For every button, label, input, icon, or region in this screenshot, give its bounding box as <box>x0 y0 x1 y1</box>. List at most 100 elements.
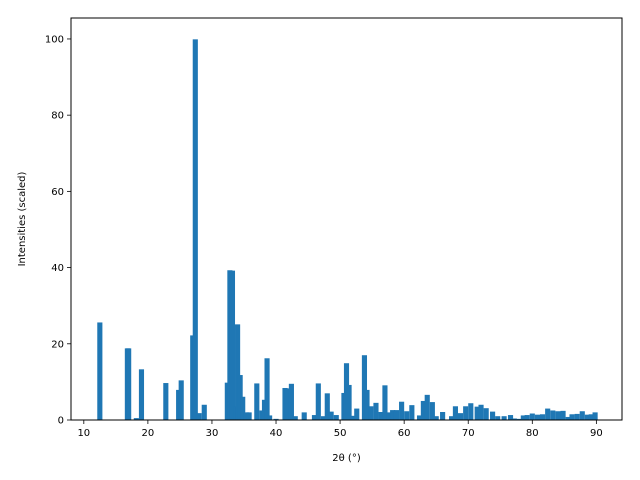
x-axis-label: 2θ (°) <box>332 453 361 464</box>
bar <box>565 416 571 420</box>
bar <box>235 324 241 420</box>
bar <box>511 418 517 420</box>
bar <box>539 414 546 420</box>
bar <box>192 39 198 421</box>
bar <box>592 412 598 420</box>
bar <box>324 393 330 420</box>
bar <box>452 406 458 420</box>
x-tick-label: 50 <box>334 428 347 439</box>
bar <box>463 406 469 420</box>
bar <box>560 410 566 420</box>
bar <box>328 411 334 420</box>
bar <box>424 394 430 420</box>
x-tick-label: 20 <box>142 428 155 439</box>
bar <box>579 411 585 420</box>
bar <box>390 410 396 420</box>
bar <box>350 415 356 420</box>
bar <box>273 418 279 420</box>
y-tick-label: 100 <box>45 34 64 45</box>
bar <box>361 355 368 420</box>
y-tick-label: 60 <box>51 187 64 198</box>
bar <box>569 414 575 420</box>
bar <box>386 412 392 420</box>
bar <box>399 401 405 420</box>
bar <box>138 369 145 420</box>
bar <box>420 400 426 420</box>
bar <box>588 414 594 420</box>
bar <box>133 418 139 420</box>
bar <box>201 404 207 420</box>
bar <box>229 270 236 420</box>
y-tick-label: 20 <box>51 339 64 350</box>
x-tick-label: 60 <box>398 428 411 439</box>
bar <box>478 404 484 420</box>
bar <box>524 415 530 420</box>
bar <box>320 416 326 420</box>
bar <box>178 380 184 420</box>
bar <box>333 415 339 420</box>
x-tick-label: 30 <box>206 428 219 439</box>
x-tick-label: 10 <box>77 428 90 439</box>
bar <box>574 413 580 420</box>
bar <box>246 412 252 420</box>
x-axis: 10 20 30 40 50 60 70 80 90 <box>77 420 603 439</box>
x-tick-label: 70 <box>462 428 475 439</box>
bar <box>483 408 489 420</box>
bar <box>368 406 374 420</box>
bar <box>584 414 590 420</box>
bars-layer <box>97 39 598 421</box>
bar <box>373 402 379 420</box>
bar <box>393 410 400 420</box>
bar <box>409 405 415 420</box>
y-tick-label: 0 <box>58 416 64 427</box>
bar <box>378 412 384 420</box>
bar <box>301 412 307 420</box>
bar <box>516 418 523 420</box>
bar <box>97 322 103 420</box>
y-tick-label: 80 <box>51 111 64 122</box>
bar <box>196 413 202 420</box>
bar <box>468 403 474 420</box>
bar <box>315 383 321 420</box>
bar <box>292 416 298 420</box>
bar <box>176 389 182 420</box>
bar <box>457 413 464 420</box>
bar <box>490 411 496 420</box>
bar <box>341 392 347 420</box>
bar <box>267 415 273 420</box>
bar <box>264 358 270 420</box>
bar <box>545 408 551 420</box>
bar <box>240 396 246 420</box>
bar <box>404 411 410 420</box>
y-axis-label: Intensities (scaled) <box>17 171 28 266</box>
bar <box>474 406 480 420</box>
x-tick-label: 90 <box>590 428 603 439</box>
bar <box>520 415 526 420</box>
bar <box>254 383 260 420</box>
bar <box>550 410 556 420</box>
bar <box>495 416 501 420</box>
bar <box>382 385 388 420</box>
y-axis: 0 20 40 60 80 100 <box>45 34 71 427</box>
bar <box>311 415 318 420</box>
bar <box>440 412 446 420</box>
bar <box>354 408 360 420</box>
bar <box>163 383 169 420</box>
bar <box>433 416 439 420</box>
bar <box>507 415 514 420</box>
bar <box>555 411 561 420</box>
bar <box>416 415 423 420</box>
bar <box>429 402 435 420</box>
x-tick-label: 40 <box>270 428 283 439</box>
bar <box>529 413 535 420</box>
bar <box>126 348 132 420</box>
x-tick-label: 80 <box>526 428 539 439</box>
plot-frame <box>70 17 623 421</box>
y-tick-label: 40 <box>51 263 64 274</box>
bar <box>364 389 370 420</box>
bar <box>288 383 294 420</box>
bar <box>346 384 352 420</box>
bar <box>534 414 540 420</box>
bar <box>284 388 291 420</box>
